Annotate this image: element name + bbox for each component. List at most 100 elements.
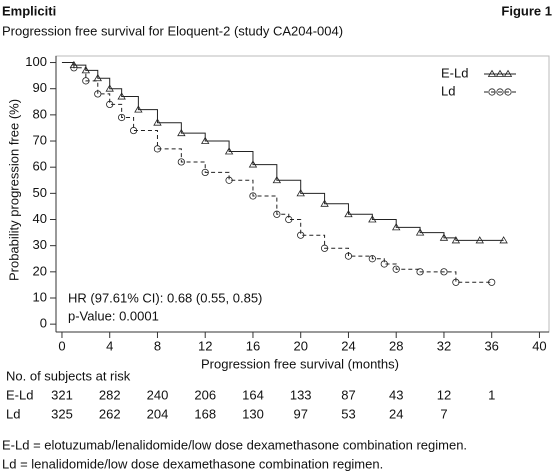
marker xyxy=(129,126,138,135)
risk-value: 133 xyxy=(290,387,312,402)
risk-value: 130 xyxy=(242,406,264,421)
x-tick-label: 4 xyxy=(106,338,113,353)
marker xyxy=(320,199,329,207)
marker xyxy=(368,255,376,263)
marker xyxy=(487,69,497,77)
marker xyxy=(118,113,126,122)
risk-value: 240 xyxy=(147,387,169,402)
x-tick-label: 28 xyxy=(389,338,403,353)
x-axis-label: Progression free survival (months) xyxy=(201,356,399,371)
footnote: Ld = lenalidomide/low dose dexamethasone… xyxy=(2,456,383,471)
risk-value: 282 xyxy=(99,387,121,402)
footnote: E-Ld = elotuzumab/lenalidomide/low dose … xyxy=(2,437,467,452)
marker xyxy=(440,268,448,276)
y-tick-label: 90 xyxy=(33,80,47,95)
risk-value: 206 xyxy=(194,387,216,402)
marker xyxy=(248,160,258,168)
marker xyxy=(488,88,496,96)
risk-value: 164 xyxy=(242,387,264,402)
risk-value: 321 xyxy=(51,387,73,402)
legend-label: Ld xyxy=(441,83,455,98)
marker xyxy=(273,210,281,218)
y-axis-label: Probability progression free (%) xyxy=(6,99,21,281)
risk-table-title: No. of subjects at risk xyxy=(6,368,131,383)
marker xyxy=(134,105,143,113)
y-tick-label: 20 xyxy=(33,263,47,278)
marker xyxy=(177,158,185,166)
marker xyxy=(272,175,282,184)
risk-value: 325 xyxy=(51,406,73,421)
x-tick-label: 8 xyxy=(154,338,161,353)
risk-value: 168 xyxy=(194,406,216,421)
marker xyxy=(117,92,126,100)
marker xyxy=(297,231,305,239)
brand: Empliciti xyxy=(2,3,56,18)
x-tick-label: 32 xyxy=(437,338,451,353)
risk-value: 24 xyxy=(389,406,403,421)
marker xyxy=(201,168,209,177)
marker xyxy=(105,84,114,92)
marker xyxy=(452,278,460,286)
marker xyxy=(93,73,102,82)
marker xyxy=(153,118,162,126)
marker xyxy=(499,236,508,244)
marker xyxy=(201,136,210,144)
risk-value: 12 xyxy=(437,387,451,402)
annotation: p-Value: 0.0001 xyxy=(68,308,159,323)
marker xyxy=(416,268,424,276)
marker xyxy=(368,215,377,223)
marker xyxy=(380,260,388,268)
y-tick-label: 80 xyxy=(33,106,47,121)
risk-value: 97 xyxy=(293,406,307,421)
marker xyxy=(496,88,504,96)
risk-value: 53 xyxy=(341,406,355,421)
marker xyxy=(392,223,401,231)
marker xyxy=(344,252,353,260)
marker xyxy=(224,147,234,155)
marker xyxy=(320,244,329,252)
risk-row-label: Ld xyxy=(6,406,20,421)
marker xyxy=(503,69,513,77)
x-tick-label: 16 xyxy=(246,338,260,353)
x-tick-label: 12 xyxy=(198,338,212,353)
risk-value: 262 xyxy=(99,406,121,421)
risk-value: 7 xyxy=(440,406,447,421)
figure-label: Figure 1 xyxy=(501,3,552,18)
marker xyxy=(225,176,233,184)
marker xyxy=(249,192,257,200)
marker xyxy=(285,215,293,224)
marker xyxy=(153,145,162,153)
marker xyxy=(70,64,78,72)
marker xyxy=(177,128,186,137)
y-tick-label: 50 xyxy=(33,185,47,200)
y-tick-label: 60 xyxy=(33,159,47,174)
marker xyxy=(415,228,425,236)
x-tick-label: 0 xyxy=(58,338,65,353)
legend-label: E-Ld xyxy=(441,65,468,80)
marker xyxy=(344,209,353,218)
marker xyxy=(94,90,102,98)
y-tick-label: 0 xyxy=(40,316,47,331)
x-tick-label: 20 xyxy=(293,338,307,353)
risk-value: 43 xyxy=(389,387,403,402)
marker xyxy=(495,69,505,77)
series-line xyxy=(61,62,504,241)
y-tick-label: 30 xyxy=(33,237,47,252)
marker xyxy=(451,236,461,244)
y-tick-label: 10 xyxy=(33,289,47,304)
marker xyxy=(106,100,114,108)
marker xyxy=(488,278,496,286)
risk-value: 204 xyxy=(147,406,169,421)
marker xyxy=(81,66,91,74)
series-line xyxy=(61,62,492,283)
y-tick-label: 70 xyxy=(33,132,47,147)
annotation: HR (97.61% CI): 0.68 (0.55, 0.85) xyxy=(68,290,262,305)
marker xyxy=(82,77,90,85)
risk-row-label: E-Ld xyxy=(6,387,33,402)
marker xyxy=(392,265,400,273)
marker xyxy=(296,189,305,197)
x-tick-label: 36 xyxy=(484,338,498,353)
marker xyxy=(504,88,512,96)
chart-title: Progression free survival for Eloquent-2… xyxy=(2,23,343,38)
